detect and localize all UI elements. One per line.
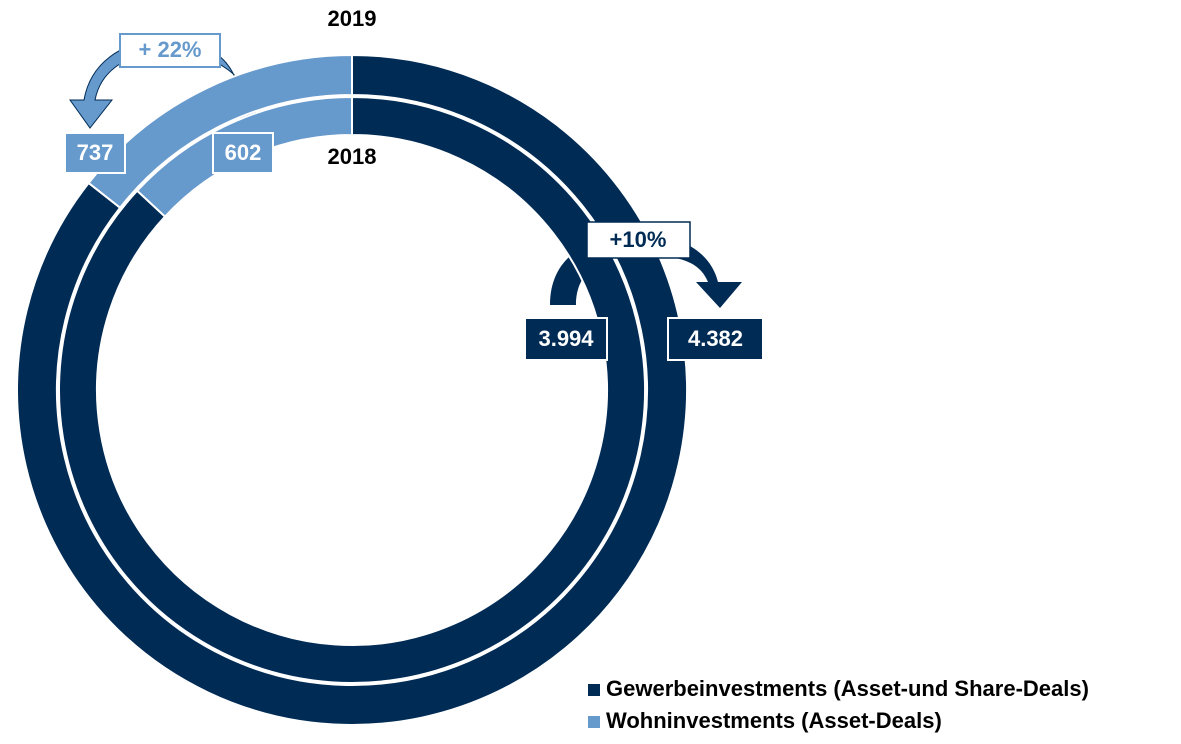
data-label: 3.994 (538, 326, 594, 351)
data-label-box (524, 317, 608, 361)
data-label: 4.382 (688, 326, 743, 351)
data-label-box (667, 317, 764, 361)
ring-label: 2018 (328, 144, 377, 169)
donut-segment (87, 53, 353, 210)
data-label-box (212, 132, 274, 174)
annotation: + 22% (139, 37, 202, 62)
donut-segment (58, 95, 646, 684)
annotation: +10% (610, 227, 667, 252)
data-label: 737 (77, 140, 114, 165)
data-label: 602 (225, 140, 262, 165)
legend-swatch (588, 716, 600, 728)
annotation-box (119, 33, 221, 68)
ring-label: 2019 (328, 6, 377, 31)
donut-segment (16, 53, 688, 726)
legend-label: Wohninvestments (Asset-Deals) (606, 708, 942, 733)
legend-swatch (588, 684, 600, 696)
data-label-box (64, 132, 126, 174)
annotation-box (586, 221, 691, 259)
legend-label: Gewerbeinvestments (Asset-und Share-Deal… (606, 676, 1089, 701)
